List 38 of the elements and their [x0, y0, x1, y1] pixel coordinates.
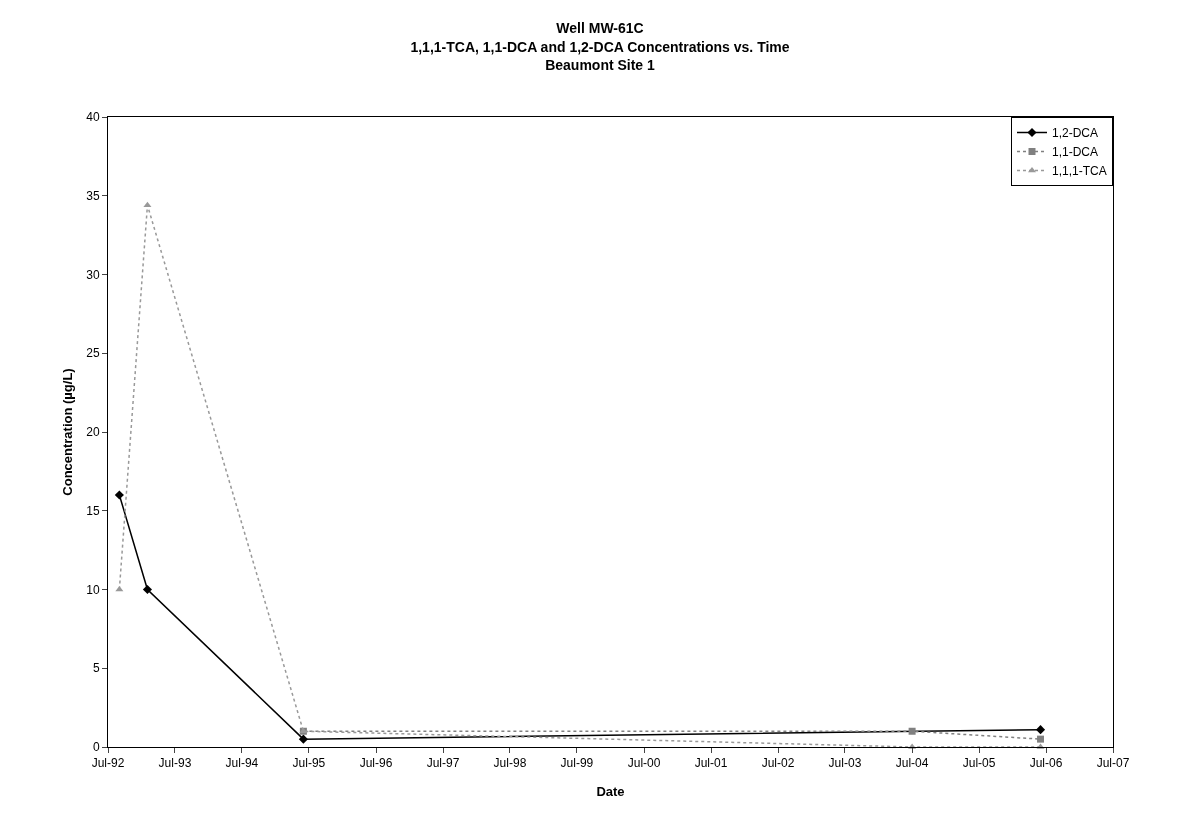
x-tick-label: Jul-98 — [493, 756, 527, 771]
x-tick-label: Jul-94 — [225, 756, 259, 771]
x-tick-label: Jul-93 — [158, 756, 192, 771]
point — [908, 727, 916, 735]
y-tick-label: 20 — [86, 425, 100, 440]
point — [114, 490, 124, 500]
x-tick-label: Jul-02 — [761, 756, 795, 771]
y-tick-label: 10 — [86, 582, 100, 597]
y-tick-label: 15 — [86, 503, 100, 518]
y-tick-label: 30 — [86, 267, 100, 282]
y-tick-label: 0 — [92, 740, 100, 755]
x-tick-label: Jul-96 — [359, 756, 393, 771]
x-tick-label: Jul-95 — [292, 756, 326, 771]
x-tick-label: Jul-05 — [962, 756, 996, 771]
x-tick-label: Jul-04 — [895, 756, 929, 771]
point — [142, 584, 152, 595]
point — [1035, 725, 1046, 735]
x-tick-label: Jul-06 — [1029, 756, 1063, 771]
x-tick-label: Jul-97 — [426, 756, 460, 771]
chart-subtitle: 1,1,1-TCA, 1,1-DCA and 1,2-DCA Concentrations vs. Time Beaumont Site 1 — [410, 38, 790, 73]
legend-label: 1,2-DCA — [1052, 126, 1099, 141]
y-tick-label: 35 — [86, 188, 100, 203]
legend-label: 1,1-DCA — [1052, 145, 1099, 160]
x-tick-label: Jul-07 — [1096, 756, 1130, 771]
x-tick-label: Jul-92 — [91, 756, 125, 771]
x-tick-label: Jul-03 — [828, 756, 862, 771]
y-tick-label: 5 — [92, 661, 100, 676]
y-axis-title: Concentration (µg/L) — [60, 368, 75, 496]
chart-title: Well MW-61C — [556, 20, 644, 37]
x-tick-label: Jul-00 — [627, 756, 661, 771]
point — [298, 734, 308, 744]
legend-label: 1,1,1-TCA — [1052, 164, 1107, 179]
point — [1037, 735, 1045, 743]
x-tick-label: Jul-01 — [694, 756, 728, 771]
y-tick-label: 40 — [86, 110, 100, 125]
y-tick-label: 25 — [86, 346, 100, 361]
x-tick-label: Jul-99 — [560, 756, 594, 771]
x-axis-title: Date — [596, 784, 625, 799]
